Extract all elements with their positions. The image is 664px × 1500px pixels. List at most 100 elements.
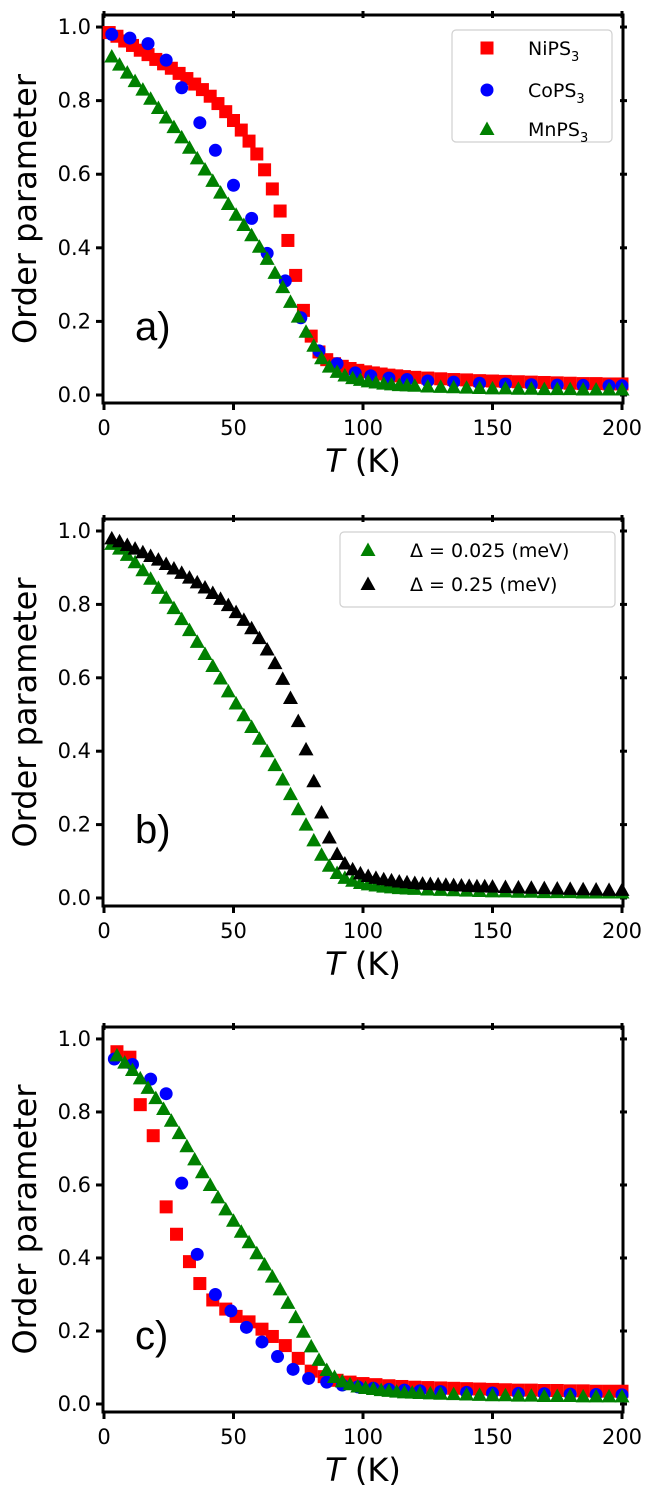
- data-point: [271, 1350, 285, 1364]
- data-point: [267, 757, 283, 772]
- data-point: [523, 1388, 539, 1402]
- data-point: [536, 880, 552, 895]
- x-axis-label: T (K): [325, 1451, 401, 1489]
- data-point: [329, 846, 345, 860]
- data-point: [159, 1087, 173, 1101]
- data-point: [117, 1055, 133, 1069]
- data-point: [422, 1385, 438, 1400]
- data-point: [150, 552, 166, 566]
- data-point: [472, 380, 488, 395]
- data-point: [497, 879, 513, 893]
- y-tick-label: 0.6: [58, 666, 91, 690]
- data-point: [329, 364, 345, 378]
- data-point: [523, 381, 539, 395]
- data-point: [337, 856, 353, 870]
- data-point: [497, 1387, 513, 1402]
- data-point: [251, 630, 267, 645]
- y-tick-label: 0.0: [58, 383, 91, 407]
- data-point: [255, 1335, 269, 1349]
- data-point: [549, 880, 565, 895]
- data-point: [472, 1387, 488, 1401]
- data-point: [295, 1324, 311, 1338]
- data-point: [236, 612, 252, 626]
- y-tick-label: 0.0: [58, 1392, 91, 1416]
- data-point: [146, 1129, 160, 1143]
- data-point: [234, 123, 248, 137]
- data-point: [259, 642, 275, 656]
- data-point: [459, 1387, 475, 1401]
- data-point: [158, 556, 174, 571]
- data-point: [166, 600, 182, 615]
- x-tick-label: 0: [97, 416, 110, 440]
- data-point: [282, 786, 298, 801]
- data-point: [227, 178, 240, 192]
- data-point: [614, 882, 630, 896]
- x-axis-label: T (K): [325, 945, 401, 983]
- y-tick-label: 1.0: [58, 1027, 91, 1051]
- data-point: [319, 1362, 335, 1377]
- data-point: [189, 634, 205, 648]
- x-tick-label: 0: [97, 1425, 110, 1449]
- series-2: [107, 1052, 629, 1402]
- data-point: [290, 713, 306, 728]
- data-point: [288, 1309, 304, 1324]
- data-point: [109, 1047, 125, 1062]
- data-point: [190, 1247, 204, 1261]
- legend-box: [451, 29, 613, 143]
- y-tick-label: 0.2: [58, 309, 91, 333]
- x-tick-label: 150: [472, 416, 512, 440]
- data-point: [174, 129, 190, 144]
- data-point: [179, 1138, 195, 1153]
- data-point: [251, 239, 267, 253]
- legend: Δ = 0.025 (meV) Δ = 0.25 (meV): [339, 531, 616, 608]
- data-point: [264, 1269, 280, 1283]
- data-point: [601, 882, 617, 896]
- data-point: [166, 119, 182, 134]
- data-point: [187, 1151, 203, 1166]
- legend-marker: [479, 121, 495, 135]
- data-point: [255, 1322, 269, 1336]
- y-tick-label: 0.2: [58, 1319, 91, 1343]
- data-point: [156, 1101, 172, 1116]
- data-point: [575, 1388, 591, 1403]
- data-point: [143, 548, 159, 562]
- data-point: [213, 671, 229, 685]
- data-point: [562, 381, 578, 396]
- data-point: [327, 1369, 343, 1383]
- data-point: [241, 1234, 257, 1249]
- series-3: [109, 1047, 630, 1403]
- data-point: [258, 163, 272, 177]
- y-tick-label: 0.8: [58, 89, 91, 113]
- data-point: [265, 1329, 279, 1343]
- data-point: [220, 597, 236, 612]
- data-point: [220, 196, 236, 211]
- data-point: [298, 741, 314, 756]
- data-point: [213, 591, 229, 605]
- data-point: [275, 671, 291, 685]
- data-point: [244, 227, 260, 242]
- data-point: [143, 571, 159, 585]
- y-tick-label: 0.4: [58, 739, 91, 763]
- x-tick-label: 200: [602, 416, 642, 440]
- data-point: [148, 1090, 164, 1105]
- data-point: [218, 1201, 234, 1216]
- series-3: [104, 48, 630, 396]
- y-tick-label: 1.0: [58, 15, 91, 39]
- data-point: [208, 1287, 222, 1301]
- data-point: [236, 217, 252, 232]
- data-point: [250, 147, 264, 161]
- data-point: [257, 1257, 273, 1271]
- data-point: [228, 604, 244, 619]
- data-point: [311, 1352, 327, 1366]
- data-point: [181, 570, 197, 584]
- data-point: [286, 1362, 300, 1376]
- y-axis-label: Order parameter: [6, 1084, 44, 1355]
- data-point: [334, 1373, 350, 1388]
- data-point: [197, 161, 213, 176]
- data-point: [175, 81, 189, 95]
- data-point: [140, 1080, 156, 1094]
- data-point: [104, 530, 120, 545]
- data-point: [205, 173, 221, 187]
- data-point: [282, 690, 298, 704]
- data-point: [321, 359, 337, 373]
